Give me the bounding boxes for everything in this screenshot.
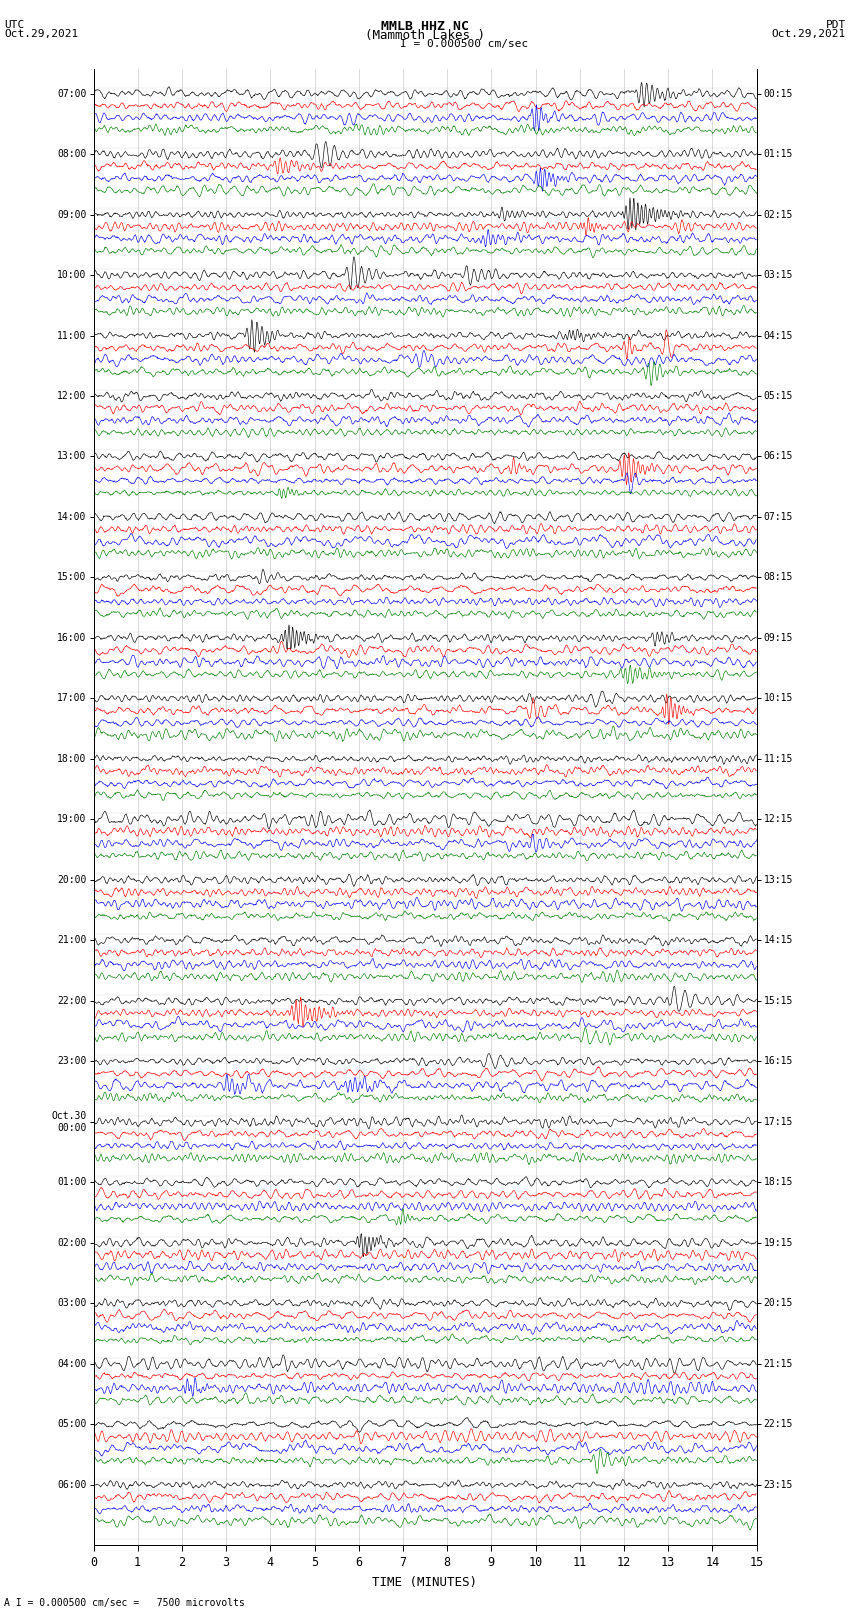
Text: Oct.29,2021: Oct.29,2021 <box>4 29 78 39</box>
Text: (Mammoth Lakes ): (Mammoth Lakes ) <box>365 29 485 42</box>
Text: Oct.29,2021: Oct.29,2021 <box>772 29 846 39</box>
Text: UTC: UTC <box>4 19 25 31</box>
Text: MMLB HHZ NC: MMLB HHZ NC <box>381 19 469 34</box>
Text: A I = 0.000500 cm/sec =   7500 microvolts: A I = 0.000500 cm/sec = 7500 microvolts <box>4 1598 245 1608</box>
Text: PDT: PDT <box>825 19 846 31</box>
X-axis label: TIME (MINUTES): TIME (MINUTES) <box>372 1576 478 1589</box>
Text: I = 0.000500 cm/sec: I = 0.000500 cm/sec <box>400 39 528 48</box>
